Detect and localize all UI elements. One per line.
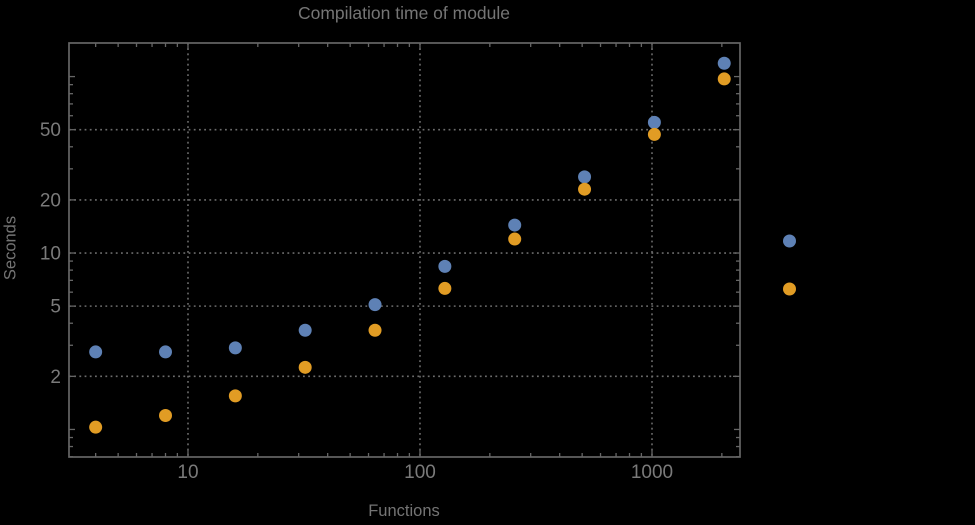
x-tick-label: 100 (404, 462, 436, 483)
x-axis-label: Functions (368, 502, 440, 520)
data-point-blue-series (298, 323, 312, 337)
data-point-blue-series (159, 345, 173, 359)
y-tick-label: 10 (40, 244, 61, 265)
data-point-orange-series (159, 408, 173, 422)
x-tick-label: 10 (177, 462, 198, 483)
data-point-orange-series (298, 360, 312, 374)
data-point-blue-series (89, 345, 103, 359)
chart-title: Compilation time of module (297, 3, 511, 23)
data-point-orange-series (368, 323, 382, 337)
data-point-blue-series (508, 218, 522, 232)
legend-marker-blue (783, 234, 796, 248)
data-point-orange-series (508, 232, 522, 246)
data-point-blue-series (438, 259, 452, 273)
x-tick-label: 1000 (631, 462, 673, 483)
data-point-blue-series (578, 170, 592, 184)
data-point-blue-series (647, 115, 661, 129)
y-tick-label: 50 (40, 120, 61, 141)
data-point-orange-series (228, 389, 242, 403)
y-tick-label: 20 (40, 190, 61, 211)
data-point-orange-series (717, 72, 731, 86)
data-point-orange-series (647, 127, 661, 141)
y-tick-label: 2 (50, 367, 61, 388)
data-point-orange-series (578, 182, 592, 196)
data-point-blue-series (228, 341, 242, 355)
data-point-orange-series (438, 281, 452, 295)
y-tick-label: 5 (50, 297, 61, 318)
legend-marker-orange (783, 282, 796, 296)
data-point-blue-series (717, 56, 731, 70)
data-point-blue-series (368, 298, 382, 312)
plot-frame (68, 42, 741, 458)
data-point-orange-series (89, 420, 103, 434)
y-axis-label: Seconds (1, 215, 20, 281)
